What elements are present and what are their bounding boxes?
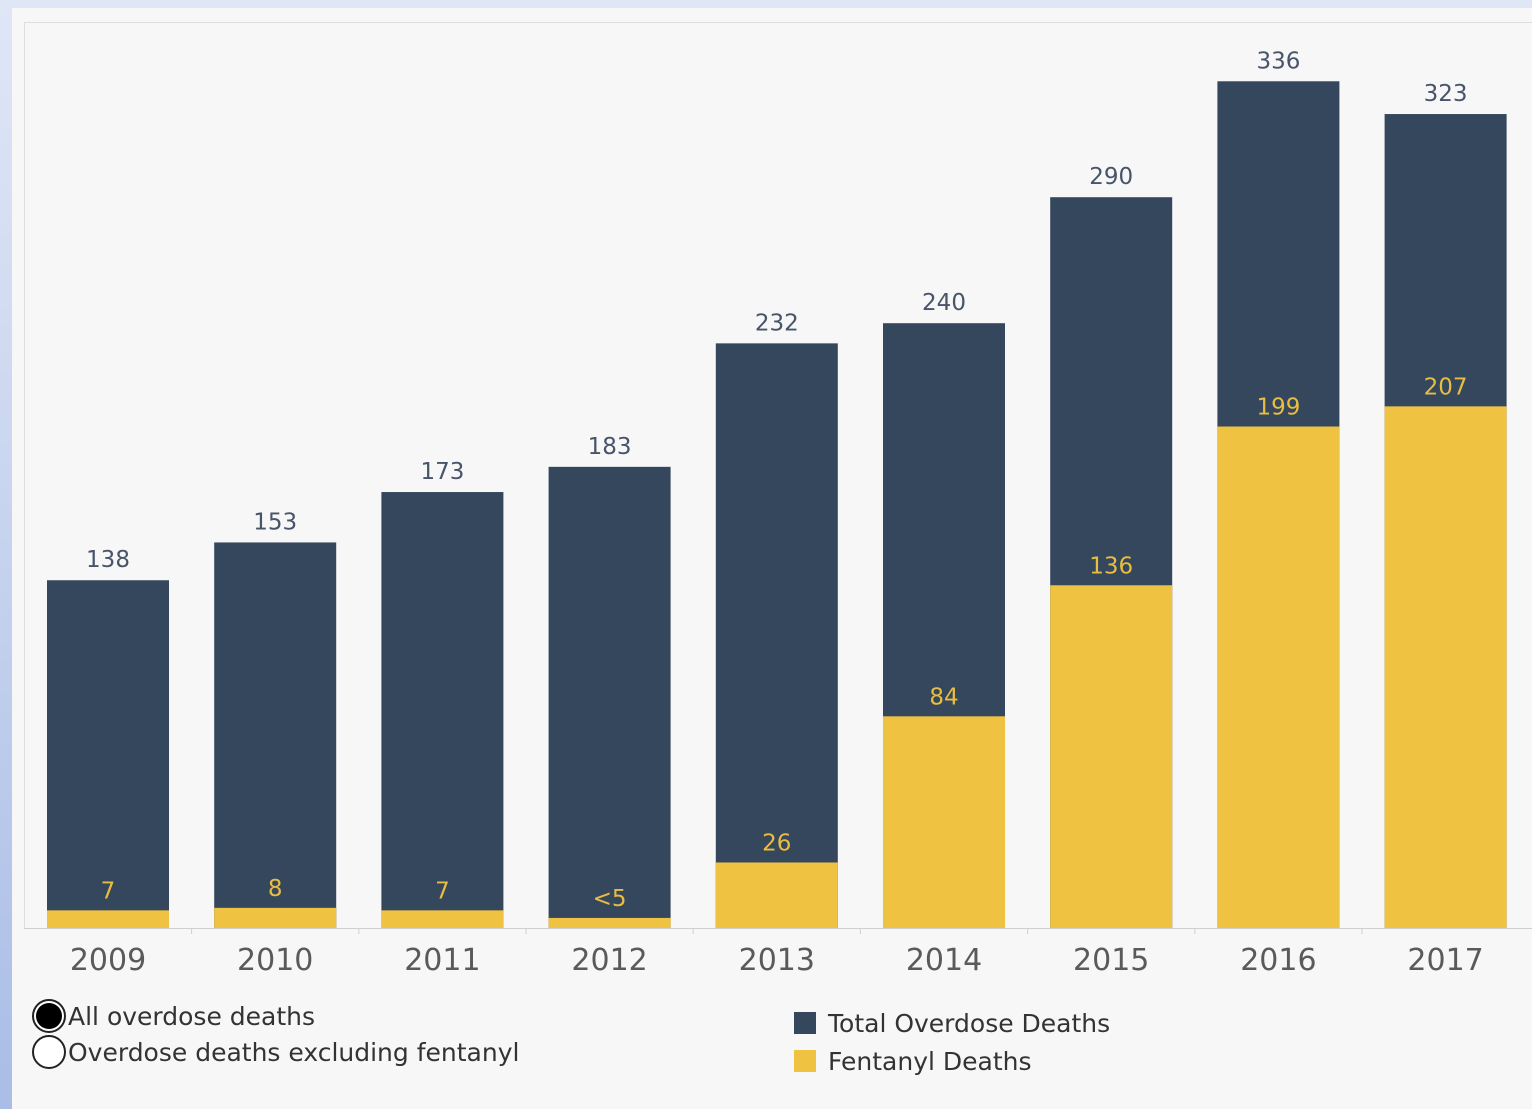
legend-swatch-fentanyl [794, 1050, 816, 1072]
bar-fentanyl-2014[interactable] [883, 716, 1005, 928]
data-label-fentanyl-2012: <5 [593, 886, 627, 912]
x-tick-label-2017: 2017 [1407, 943, 1483, 978]
data-label-total-2016: 336 [1256, 48, 1300, 74]
bar-total-2011[interactable] [381, 492, 504, 928]
bar-fentanyl-2016[interactable] [1217, 426, 1340, 928]
plot-area [24, 22, 1532, 929]
view-selector: All overdose deaths Overdose deaths excl… [32, 998, 519, 1070]
legend-label-fentanyl: Fentanyl Deaths [828, 1046, 1032, 1076]
data-label-fentanyl-2011: 7 [435, 878, 450, 904]
bar-total-2009[interactable] [47, 580, 169, 928]
bar-total-2010[interactable] [214, 542, 337, 928]
option-all-overdose-deaths[interactable]: All overdose deaths [32, 998, 519, 1034]
data-label-fentanyl-2014: 84 [929, 684, 958, 710]
data-label-total-2013: 232 [755, 310, 799, 336]
bar-fentanyl-2012[interactable] [548, 917, 671, 928]
legend-item-fentanyl: Fentanyl Deaths [794, 1042, 1110, 1080]
radio-all-overdose-deaths[interactable] [32, 999, 66, 1033]
radio-selected-dot [36, 1003, 62, 1029]
bar-fentanyl-2009[interactable] [47, 910, 169, 928]
data-label-fentanyl-2017: 207 [1424, 374, 1468, 400]
bar-chart: 138 7 2009 153 8 2010 173 7 2011 183 <5 2012 232 26 20… [24, 48, 1532, 978]
x-tick-label-2010: 2010 [237, 943, 313, 978]
data-label-total-2017: 323 [1424, 81, 1468, 107]
radio-excluding-fentanyl[interactable] [32, 1035, 66, 1069]
legend-label-total: Total Overdose Deaths [828, 1008, 1111, 1038]
chart-panel: 138 7 2009 153 8 2010 173 7 2011 183 <5 2012 232 26 20… [12, 8, 1532, 1109]
x-tick-label-2009: 2009 [70, 943, 146, 978]
legend-swatch-total [794, 1012, 816, 1034]
x-tick-label-2011: 2011 [404, 943, 480, 978]
data-label-fentanyl-2013: 26 [762, 830, 791, 856]
data-label-total-2010: 153 [253, 509, 297, 535]
data-label-total-2012: 183 [588, 434, 632, 460]
data-label-fentanyl-2010: 8 [268, 876, 283, 902]
x-tick-label-2013: 2013 [739, 943, 815, 978]
legend-item-total: Total Overdose Deaths [794, 1004, 1110, 1042]
x-tick-label-2016: 2016 [1240, 943, 1316, 978]
data-label-total-2009: 138 [86, 547, 130, 573]
bar-total-2013[interactable] [715, 343, 838, 928]
data-label-total-2015: 290 [1089, 164, 1133, 190]
bar-fentanyl-2011[interactable] [381, 910, 504, 928]
option-excluding-fentanyl[interactable]: Overdose deaths excluding fentanyl [32, 1034, 519, 1070]
bar-fentanyl-2013[interactable] [715, 862, 838, 928]
data-label-fentanyl-2015: 136 [1089, 553, 1133, 579]
data-label-total-2011: 173 [420, 459, 464, 485]
data-label-fentanyl-2009: 7 [101, 878, 116, 904]
x-tick-label-2014: 2014 [906, 943, 982, 978]
data-label-total-2014: 240 [922, 290, 966, 316]
data-label-fentanyl-2016: 199 [1256, 395, 1300, 421]
bar-fentanyl-2017[interactable] [1384, 406, 1507, 928]
x-tick-label-2015: 2015 [1073, 943, 1149, 978]
bar-fentanyl-2015[interactable] [1050, 585, 1173, 928]
x-tick-label-2012: 2012 [571, 943, 647, 978]
bar-total-2012[interactable] [548, 466, 671, 928]
option-label: Overdose deaths excluding fentanyl [68, 1037, 520, 1067]
option-label: All overdose deaths [68, 1001, 316, 1031]
bar-fentanyl-2010[interactable] [214, 907, 337, 928]
legend: Total Overdose Deaths Fentanyl Deaths [794, 1004, 1110, 1080]
